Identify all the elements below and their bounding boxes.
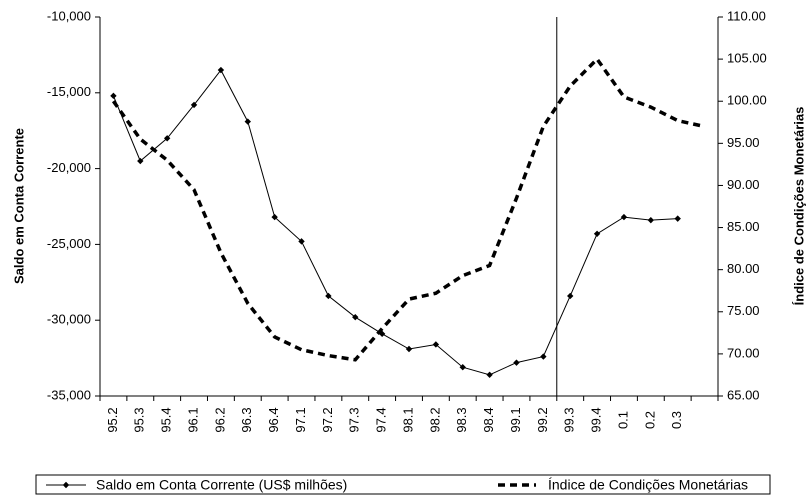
point-marker [593, 230, 601, 237]
y-tick-label: -25,000 [47, 236, 91, 251]
y2-tick-label: 65.00 [727, 387, 760, 402]
point-marker [620, 213, 628, 221]
point-marker [137, 157, 144, 165]
x-tick-label: 99.1 [508, 407, 523, 432]
y2-tick-label: 75.00 [727, 303, 760, 318]
y2-tick-label: 90.00 [727, 177, 760, 192]
point-marker [163, 135, 171, 142]
legend-box [35, 474, 771, 495]
y2-tick-label: 85.00 [727, 219, 760, 234]
legend-label: Índice de Condições Monetárias [548, 477, 748, 493]
y-tick-label: -10,000 [47, 8, 91, 23]
y-tick-label: -35,000 [47, 387, 91, 402]
y-tick-label: -20,000 [47, 160, 91, 175]
x-tick-label: 96.3 [239, 407, 254, 432]
point-marker [325, 292, 332, 300]
y-axis-title: Saldo em Conta Corrente [11, 128, 26, 284]
point-marker [190, 101, 198, 109]
legend-label: Saldo em Conta Corrente (US$ milhões) [96, 477, 347, 493]
x-tick-label: 99.3 [562, 407, 577, 432]
legend-marker [62, 481, 70, 489]
x-tick-label: 97.2 [320, 407, 335, 432]
series-line [111, 56, 705, 362]
point-marker [432, 341, 440, 348]
x-tick-label: 98.4 [481, 407, 496, 432]
y2-tick-label: 110.00 [727, 8, 766, 23]
series-line [112, 69, 678, 376]
point-marker [486, 371, 493, 378]
y2-tick-label: 100.00 [727, 93, 767, 108]
x-tick-label: 0.2 [642, 411, 657, 429]
point-marker [244, 118, 251, 125]
x-tick-label: 96.2 [212, 407, 227, 432]
point-marker [540, 353, 547, 360]
point-marker [298, 238, 305, 245]
y-tick-label: -30,000 [47, 312, 91, 327]
x-tick-label: 97.1 [293, 407, 308, 432]
y2-tick-label: 70.00 [727, 345, 760, 360]
point-marker [513, 359, 520, 366]
x-tick-label: 97.4 [374, 407, 389, 432]
y2-tick-label: 105.00 [727, 51, 767, 66]
y2-tick-label: 95.00 [727, 135, 760, 150]
point-marker [459, 363, 466, 371]
x-tick-label: 95.4 [159, 407, 174, 432]
point-marker [405, 345, 413, 353]
point-marker [271, 213, 278, 221]
x-tick-label: 95.3 [132, 407, 147, 432]
x-tick-label: 98.1 [400, 407, 415, 432]
point-marker [352, 313, 359, 321]
y2-axis-title: Índice de Condições Monetárias [791, 107, 806, 306]
x-tick-label: 99.4 [589, 407, 604, 432]
x-tick-label: 96.1 [185, 407, 200, 432]
x-tick-label: 0.3 [669, 411, 684, 429]
x-tick-label: 97.3 [347, 407, 362, 432]
point-marker [647, 216, 655, 224]
x-tick-label: 98.3 [454, 407, 469, 432]
x-tick-label: 98.2 [427, 407, 442, 432]
point-marker [674, 215, 681, 222]
y2-tick-label: 80.00 [727, 261, 760, 276]
y-tick-label: -15,000 [47, 84, 91, 99]
point-marker [217, 66, 225, 74]
x-tick-label: 99.2 [535, 407, 550, 432]
x-tick-label: 95.2 [105, 407, 120, 432]
point-marker [567, 292, 574, 300]
point-marker [110, 92, 117, 100]
x-tick-label: 96.4 [266, 407, 281, 432]
x-tick-label: 0.1 [615, 411, 630, 429]
